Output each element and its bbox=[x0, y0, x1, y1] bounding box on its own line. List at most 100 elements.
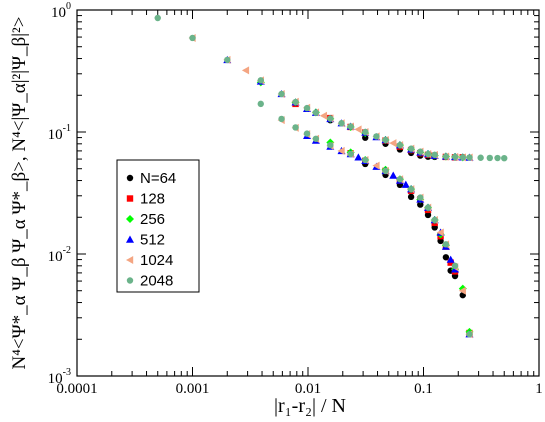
data-point bbox=[442, 254, 450, 261]
data-point bbox=[424, 150, 432, 158]
legend-box bbox=[116, 159, 200, 293]
data-point bbox=[189, 34, 196, 42]
data-point bbox=[312, 135, 320, 142]
y-tick-base: 10 bbox=[51, 5, 66, 21]
data-point bbox=[442, 241, 450, 248]
data-point bbox=[459, 154, 466, 161]
legend-marker bbox=[126, 195, 134, 202]
data-points bbox=[154, 14, 508, 339]
x-tick-label: 0.1 bbox=[414, 381, 433, 397]
data-point bbox=[154, 14, 161, 22]
data-point bbox=[417, 148, 424, 155]
data-point bbox=[372, 161, 380, 170]
svg-text:N⁴<Ψ*_α Ψ_β Ψ_α Ψ*_β>, N⁴<|Ψ_α: N⁴<Ψ*_α Ψ_β Ψ_α Ψ*_β>, N⁴<|Ψ_α|²|Ψ_β|²> bbox=[9, 17, 30, 370]
y-axis-label: N⁴<Ψ*_α Ψ_β Ψ_α Ψ*_β>, N⁴<|Ψ_α|²|Ψ_β|²> bbox=[9, 17, 30, 370]
data-point bbox=[224, 56, 231, 64]
data-point bbox=[407, 193, 415, 201]
y-tick-label: 10-2 bbox=[48, 245, 71, 265]
y-axis-label-upper: N⁴<|Ψ_α|²|Ψ_β|²> bbox=[9, 17, 30, 152]
data-point bbox=[241, 66, 250, 75]
series-5 bbox=[154, 14, 508, 338]
legend: N=64 128 256 512 1024 2048 bbox=[116, 159, 200, 293]
data-point bbox=[401, 180, 410, 188]
legend-label: 512 bbox=[140, 232, 165, 249]
y-tick-exponent: 0 bbox=[66, 1, 71, 12]
data-point bbox=[312, 109, 320, 116]
x-axis-label: |r₁-r₂| / N bbox=[274, 395, 346, 417]
legend-marker bbox=[126, 256, 134, 264]
data-point bbox=[494, 154, 501, 162]
data-point bbox=[501, 154, 508, 162]
axis-ticks bbox=[76, 9, 540, 377]
legend-label: 256 bbox=[140, 211, 165, 228]
data-point bbox=[458, 286, 466, 295]
data-point bbox=[373, 133, 380, 140]
data-point bbox=[431, 151, 438, 159]
data-point bbox=[257, 100, 264, 108]
y-tick-label: 100 bbox=[51, 1, 71, 21]
data-point bbox=[477, 154, 484, 161]
data-point bbox=[451, 153, 459, 161]
data-point bbox=[417, 201, 424, 208]
y-tick-exponent: -1 bbox=[63, 123, 71, 134]
y-tick-base: 10 bbox=[48, 127, 63, 143]
x-tick-labels: 0.0001 0.001 0.01 0.1 1 bbox=[56, 381, 542, 397]
legend-marker bbox=[126, 235, 134, 243]
y-tick-base: 10 bbox=[48, 371, 63, 387]
data-point bbox=[337, 146, 345, 155]
data-point bbox=[327, 115, 334, 122]
data-point bbox=[486, 154, 494, 162]
data-point bbox=[362, 128, 369, 136]
y-tick-label: 10-1 bbox=[48, 123, 71, 143]
legend-label: 1024 bbox=[140, 252, 173, 269]
data-point bbox=[396, 141, 404, 149]
data-point bbox=[431, 216, 438, 224]
data-point bbox=[303, 130, 311, 137]
data-point bbox=[382, 167, 389, 175]
data-point bbox=[446, 255, 455, 263]
data-point bbox=[354, 153, 363, 161]
legend-label: 2048 bbox=[140, 273, 173, 290]
data-point bbox=[389, 139, 397, 148]
data-point bbox=[278, 115, 285, 123]
data-point bbox=[278, 90, 285, 98]
data-point bbox=[354, 125, 362, 134]
data-point bbox=[303, 104, 311, 112]
data-point bbox=[424, 204, 432, 211]
data-point bbox=[362, 156, 369, 164]
data-point bbox=[327, 141, 334, 149]
data-point bbox=[442, 153, 450, 160]
data-point bbox=[466, 331, 473, 338]
y-axis-label-separator: , bbox=[9, 152, 30, 162]
x-tick-label: 0.01 bbox=[295, 381, 321, 397]
data-point bbox=[417, 194, 424, 201]
legend-label: 128 bbox=[140, 191, 165, 208]
legend-marker bbox=[126, 215, 134, 223]
data-point bbox=[362, 134, 369, 141]
x-tick-label: 0.001 bbox=[176, 381, 210, 397]
data-point bbox=[347, 150, 354, 158]
data-point bbox=[257, 77, 264, 84]
data-point bbox=[396, 176, 404, 183]
data-point bbox=[389, 171, 398, 179]
data-point bbox=[451, 262, 459, 270]
y-tick-exponent: -2 bbox=[63, 245, 71, 256]
legend-marker bbox=[126, 174, 134, 182]
x-tick-label: 1 bbox=[535, 381, 543, 397]
data-point bbox=[319, 111, 327, 120]
data-point bbox=[407, 185, 415, 193]
data-point bbox=[382, 136, 389, 144]
y-tick-base: 10 bbox=[48, 249, 63, 265]
legend-label: N=64 bbox=[140, 170, 176, 187]
data-point bbox=[347, 123, 354, 130]
data-point bbox=[424, 211, 432, 219]
data-point bbox=[292, 124, 299, 131]
data-point bbox=[338, 120, 345, 127]
data-point bbox=[466, 154, 473, 161]
y-tick-exponent: -3 bbox=[63, 367, 71, 378]
legend-marker bbox=[126, 277, 134, 284]
data-point bbox=[436, 228, 444, 237]
y-axis-label-lower: N⁴<Ψ*_α Ψ_β Ψ_α Ψ*_β> bbox=[9, 161, 30, 369]
